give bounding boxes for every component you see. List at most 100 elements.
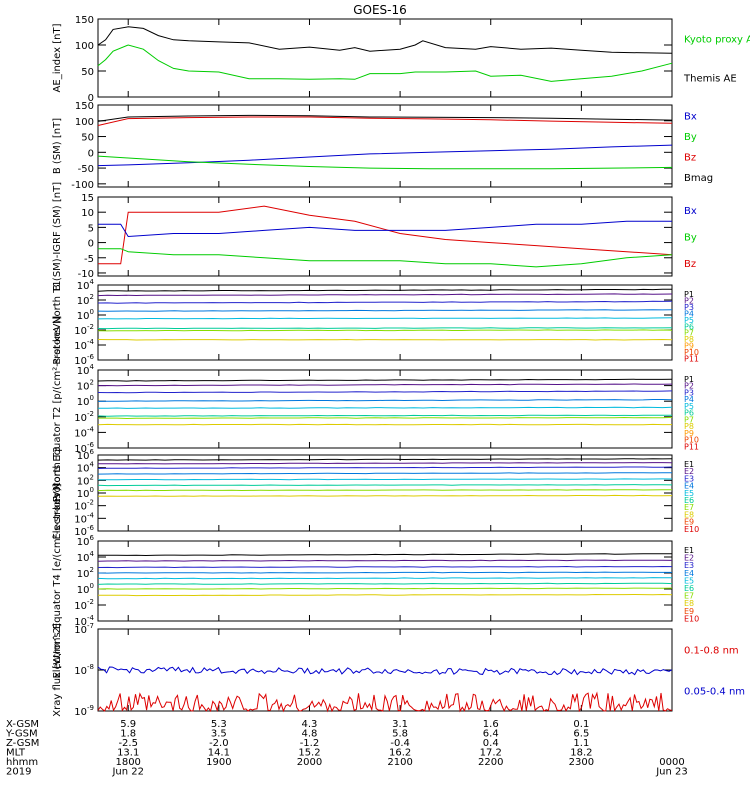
y-tick-label: 10-4 xyxy=(74,425,94,439)
y-tick-label: 150 xyxy=(75,101,94,112)
y-tick-label: 10-7 xyxy=(74,622,94,636)
legend-p1: P1 xyxy=(684,290,694,299)
panel-1: 150 100 50 0 AE_index [nT] Kyoto proxy AE Them… xyxy=(52,15,750,104)
series-e1 xyxy=(97,458,673,461)
legend-p1: P1 xyxy=(684,375,694,384)
series-by xyxy=(98,248,673,268)
y-axis-label: Electrons Equator T4 [e/(cm²-s-sr-keV)] xyxy=(52,483,63,678)
legend-e4: E4 xyxy=(684,482,694,491)
legend-e1: E1 xyxy=(684,460,694,469)
series-p2 xyxy=(97,293,673,297)
ephemeris-value: 6.4 xyxy=(483,729,499,740)
y-tick-label: 104 xyxy=(77,278,95,292)
series-p7 xyxy=(98,416,673,420)
series-e4 xyxy=(97,571,672,574)
series-e4 xyxy=(97,472,672,475)
series-p2 xyxy=(97,383,673,387)
legend-e1: E1 xyxy=(684,546,694,555)
series-p5 xyxy=(97,317,673,320)
ephemeris-label: Z-GSM xyxy=(6,738,39,749)
legend-0-1-0-8-nm: 0.1-0.8 nm xyxy=(684,646,739,657)
ephemeris-value: 1800 xyxy=(115,757,140,768)
ephemeris-value: 5.3 xyxy=(211,719,227,730)
legend-p7: P7 xyxy=(684,329,694,338)
legend-p11: P11 xyxy=(684,355,699,364)
legend-p7: P7 xyxy=(684,415,694,424)
y-tick-label: -5 xyxy=(84,254,94,265)
series-e8 xyxy=(98,593,673,597)
legend-e10: E10 xyxy=(684,614,699,623)
series-0-1-0-8-nm xyxy=(97,691,673,713)
panel-3: 15 10 5 0 -5 -10 B (SM)-IGRF (SM) [nT] Bx By Bz xyxy=(52,182,697,291)
series-e7 xyxy=(97,489,672,492)
y-tick-label: 102 xyxy=(77,379,94,393)
legend-by: By xyxy=(684,233,697,244)
y-tick-label: 10-9 xyxy=(74,704,94,718)
y-tick-label: -100 xyxy=(71,180,94,191)
legend-e5: E5 xyxy=(684,576,694,585)
series-bz xyxy=(98,205,673,265)
series-bx xyxy=(97,144,673,167)
y-axis-label: B (SM) [nT] xyxy=(52,118,63,174)
ephemeris-value: 5.9 xyxy=(120,719,136,730)
series-p3 xyxy=(97,390,673,394)
legend-p3: P3 xyxy=(684,388,694,397)
series-p1 xyxy=(97,288,672,292)
panel-frame xyxy=(97,104,673,188)
y-tick-label: 0 xyxy=(88,93,94,104)
series-e2 xyxy=(98,462,673,465)
legend-kyoto-proxy-ae: Kyoto proxy AE xyxy=(684,35,750,46)
legend-themis-ae: Themis AE xyxy=(683,74,737,85)
panel-frame xyxy=(97,540,673,622)
legend-p3: P3 xyxy=(684,303,694,312)
legend-p2: P2 xyxy=(684,382,694,391)
y-axis-label: AE_index [nT] xyxy=(52,23,63,92)
ephemeris-value: 17.2 xyxy=(480,748,502,759)
y-tick-label: 104 xyxy=(77,550,95,564)
series-bz xyxy=(97,116,673,126)
legend-e3: E3 xyxy=(684,561,694,570)
ephemeris-value: 3.5 xyxy=(211,729,227,740)
y-tick-label: 10-4 xyxy=(74,338,94,352)
legend-p10: P10 xyxy=(684,348,699,357)
series-e2 xyxy=(97,559,673,562)
panel-frame xyxy=(97,18,673,98)
legend-p8: P8 xyxy=(684,335,694,344)
legend-bmag: Bmag xyxy=(684,173,713,184)
ephemeris-value: 0000 xyxy=(659,757,684,768)
ephemeris-value: 1900 xyxy=(206,757,231,768)
panel-frame xyxy=(97,284,673,361)
series-e1 xyxy=(98,553,673,557)
series-themis-ae xyxy=(97,26,673,54)
series-e3 xyxy=(97,565,673,569)
y-tick-label: 10-2 xyxy=(74,410,94,424)
y-tick-label: 50 xyxy=(81,67,94,78)
ephemeris-value: 5.8 xyxy=(392,729,408,740)
legend-p5: P5 xyxy=(684,316,694,325)
legend-e4: E4 xyxy=(684,569,694,578)
legend-bz: Bz xyxy=(684,259,696,270)
y-tick-label: 100 xyxy=(75,117,94,128)
ephemeris-value: 1.1 xyxy=(573,738,589,749)
legend-e2: E2 xyxy=(684,467,694,476)
series-e7 xyxy=(97,587,673,590)
series-0-05-0-4-nm xyxy=(97,666,673,676)
panel-2: 150 100 50 0 -50 -100 B (SM) [nT] Bx By Bz Bmag xyxy=(52,101,713,191)
ephemeris-label: Y-GSM xyxy=(5,729,38,740)
y-tick-label: 10 xyxy=(81,208,94,219)
y-tick-label: -50 xyxy=(78,164,94,175)
y-tick-label: 0 xyxy=(88,239,94,250)
legend-p2: P2 xyxy=(684,296,694,305)
y-axis-label: Protons North T1 xyxy=(52,280,63,364)
legend-0-05-0-4-nm: 0.05-0.4 nm xyxy=(684,687,745,698)
legend-bx: Bx xyxy=(684,206,697,217)
y-tick-label: 102 xyxy=(77,566,94,580)
ephemeris-value: 4.8 xyxy=(302,729,318,740)
series-bmag xyxy=(97,114,673,122)
y-tick-label: 100 xyxy=(77,308,94,322)
